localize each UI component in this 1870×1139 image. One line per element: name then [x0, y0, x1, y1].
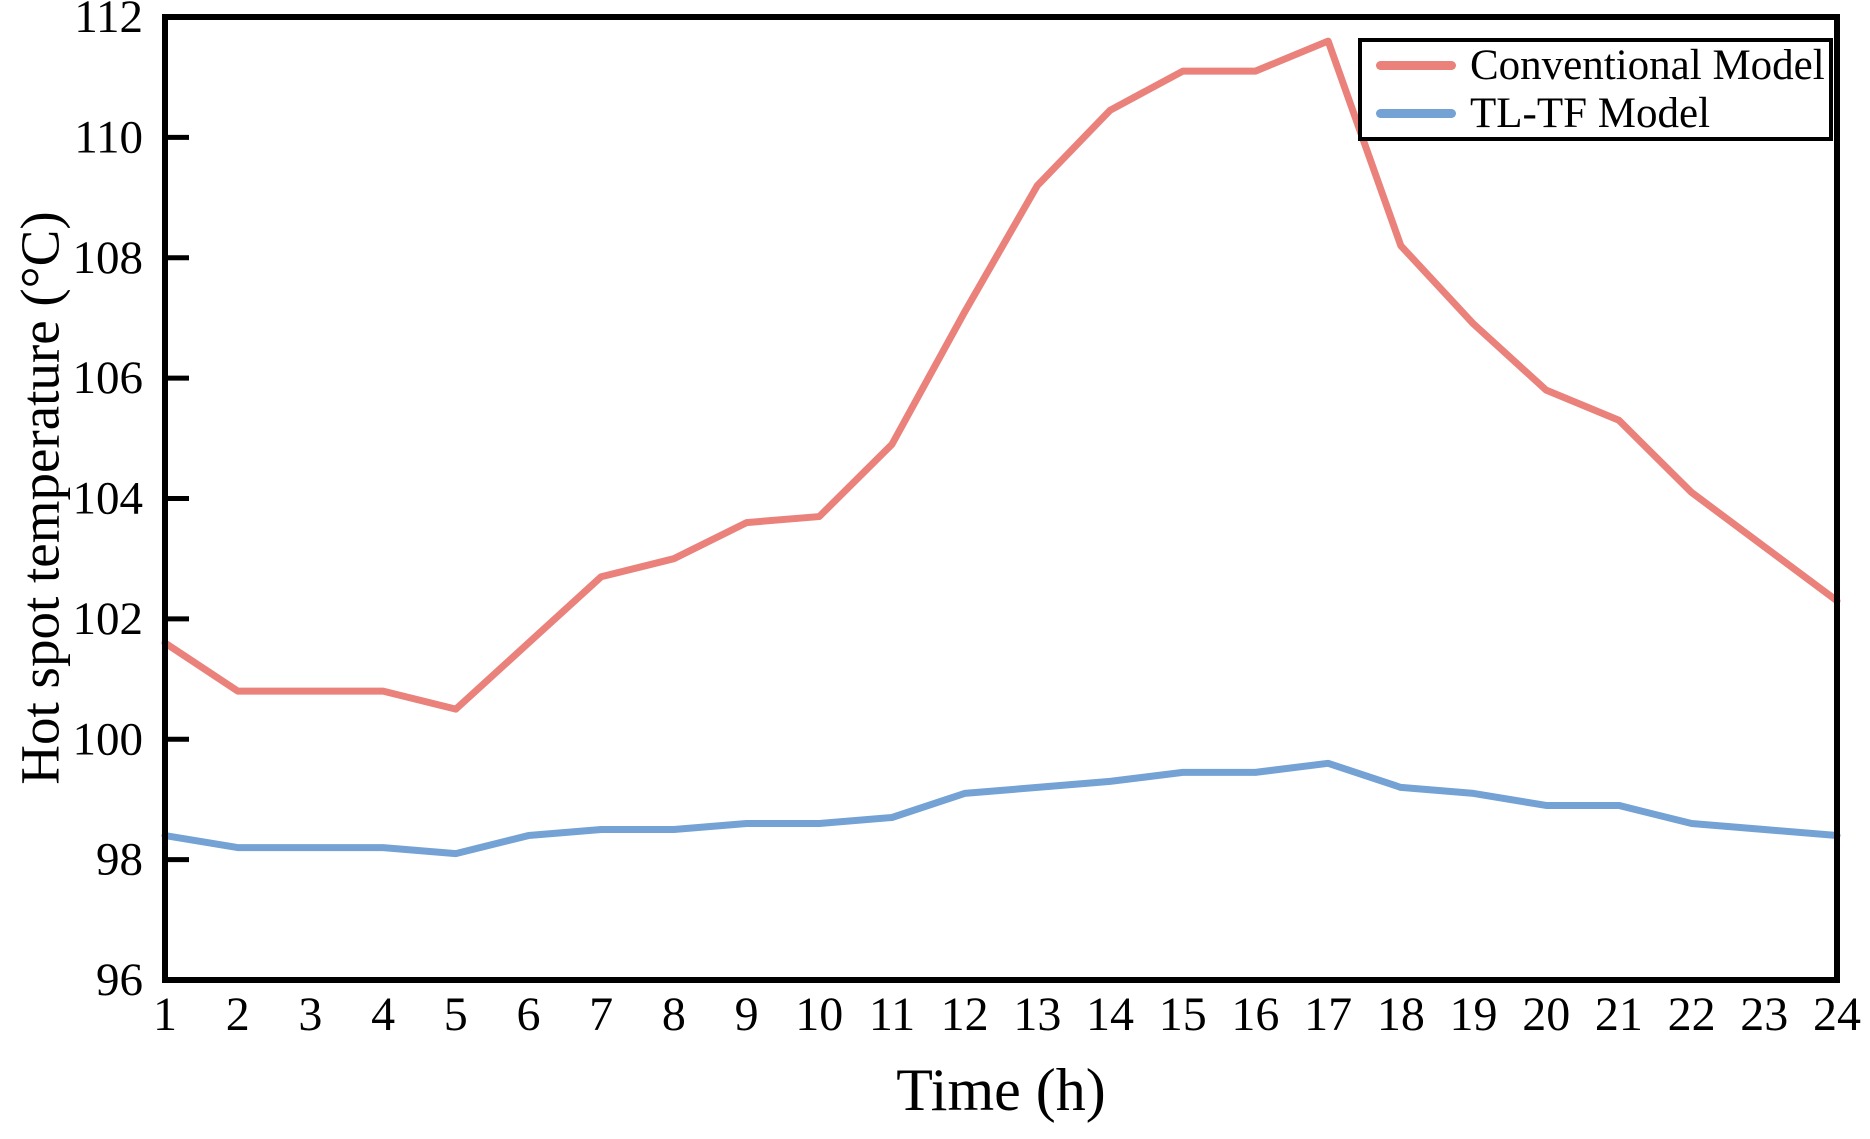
x-tick-label-10: 10 — [795, 988, 843, 1041]
legend-item-tl-tf-model: TL-TF Model — [1376, 92, 1829, 135]
x-tick-label-6: 6 — [516, 988, 540, 1041]
x-tick-label-16: 16 — [1231, 988, 1279, 1041]
series-line-conventional-model — [161, 37, 1841, 713]
legend-label-conventional-model: Conventional Model — [1470, 42, 1825, 90]
x-tick-label-14: 14 — [1086, 988, 1134, 1041]
x-tick-label-11: 11 — [869, 988, 915, 1041]
y-tick-label-108: 108 — [73, 232, 144, 284]
y-tick-label-102: 102 — [73, 593, 144, 645]
x-axis-title: Time (h) — [896, 1057, 1106, 1123]
x-tick-label-4: 4 — [371, 988, 395, 1041]
x-tick-label-18: 18 — [1377, 988, 1425, 1041]
y-tick-label-96: 96 — [96, 954, 143, 1006]
x-tick-label-12: 12 — [941, 988, 989, 1041]
y-tick-label-98: 98 — [96, 834, 143, 886]
x-tick-label-24: 24 — [1813, 988, 1861, 1041]
x-tick-label-15: 15 — [1159, 988, 1207, 1041]
x-tick-label-8: 8 — [662, 988, 686, 1041]
x-tick-label-23: 23 — [1740, 988, 1788, 1041]
x-tick-label-5: 5 — [444, 988, 468, 1041]
x-tick-label-19: 19 — [1450, 988, 1498, 1041]
legend: Conventional Model TL-TF Model — [1358, 38, 1833, 141]
y-tick-label-104: 104 — [73, 473, 144, 525]
x-tick-label-22: 22 — [1668, 988, 1716, 1041]
legend-label-tl-tf-model: TL-TF Model — [1470, 89, 1711, 137]
x-tick-label-3: 3 — [298, 988, 322, 1041]
legend-line-sample-tl-tf-model — [1376, 108, 1456, 118]
x-tick-label-21: 21 — [1595, 988, 1643, 1041]
x-tick-label-9: 9 — [735, 988, 759, 1041]
y-tick-label-112: 112 — [74, 0, 143, 43]
x-tick-label-1: 1 — [153, 988, 177, 1041]
series-line-tl-tf-model — [161, 759, 1841, 858]
x-tick-label-20: 20 — [1522, 988, 1570, 1041]
y-axis-title: Hot spot temperature (°C) — [9, 211, 71, 785]
x-tick-label-13: 13 — [1013, 988, 1061, 1041]
legend-line-sample-conventional-model — [1376, 61, 1456, 71]
x-tick-label-7: 7 — [589, 988, 613, 1041]
y-tick-label-106: 106 — [73, 352, 144, 404]
x-tick-label-2: 2 — [226, 988, 250, 1041]
x-tick-label-17: 17 — [1304, 988, 1352, 1041]
y-tick-label-110: 110 — [74, 111, 143, 163]
legend-item-conventional-model: Conventional Model — [1376, 44, 1829, 87]
y-tick-label-100: 100 — [73, 713, 144, 765]
plot-frame — [162, 14, 1840, 983]
